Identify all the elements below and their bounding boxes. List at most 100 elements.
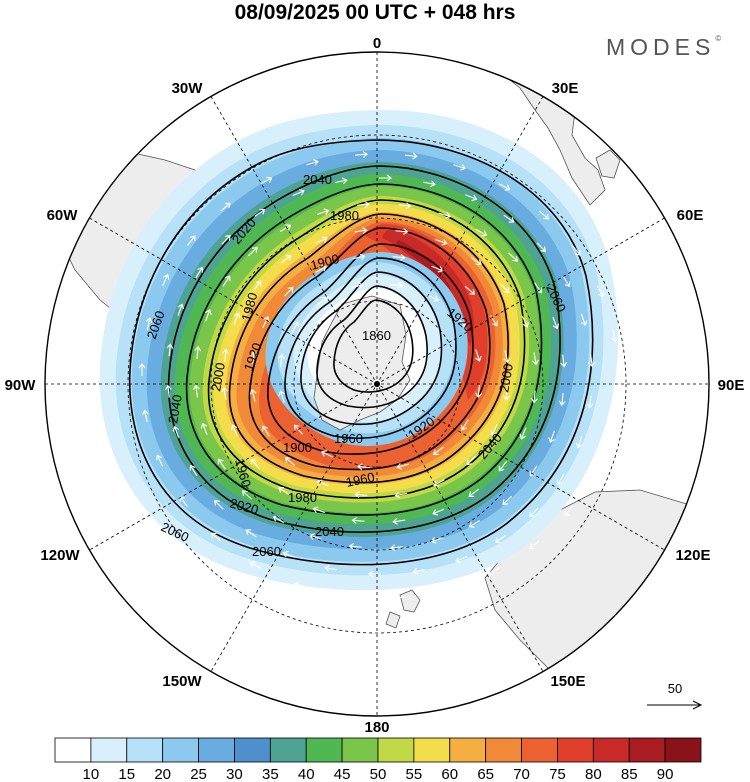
wind-arrow: [475, 385, 483, 399]
wind-arrow: [390, 544, 403, 552]
colorbar-swatch: [413, 737, 451, 763]
wind-arrow: [464, 286, 476, 295]
wind-arrow: [532, 352, 539, 366]
wind-arrow: [475, 349, 482, 362]
contour-1980: [228, 213, 510, 484]
colorbar-swatch: [234, 737, 271, 763]
wind-arrow: [552, 317, 560, 330]
colorbar-swatch: [664, 737, 702, 763]
wind-arrow: [460, 419, 469, 431]
colorbar-tick-label: 20: [154, 766, 171, 782]
wind-arrow: [245, 529, 257, 538]
wind-arrow: [222, 275, 231, 287]
colorbar-tick-label: 50: [370, 766, 387, 782]
wind-arrow: [306, 159, 319, 166]
wind-arrow: [179, 496, 188, 507]
wind-arrow: [503, 387, 510, 401]
wind-arrow: [350, 282, 364, 290]
wind-arrow: [177, 303, 185, 316]
colorbar-swatch: [90, 737, 128, 763]
wind-arrow: [241, 490, 252, 500]
wind-arrow: [316, 208, 330, 215]
wind-arrow: [254, 208, 266, 217]
lon-label-90e: 90E: [718, 377, 745, 394]
contour-1960: [248, 227, 491, 471]
colorbar-swatch: [198, 737, 235, 763]
colorbar-swatch: [162, 737, 199, 763]
south-pole-dot: [374, 381, 380, 387]
wind-arrow: [348, 542, 362, 550]
wind-arrow: [564, 506, 573, 517]
contour-label: 2000: [496, 362, 516, 393]
colorbar-swatch: [377, 737, 415, 763]
colorbar-swatch: [628, 737, 666, 763]
lon-label-60w: 60W: [47, 207, 79, 224]
wind-arrow: [292, 189, 305, 197]
wind-arrow: [294, 581, 307, 589]
wind-reference-arrowhead: [692, 700, 703, 710]
lon-label-120e: 120E: [675, 547, 710, 564]
wind-arrow: [538, 210, 550, 220]
wind-arrow: [145, 317, 153, 330]
lon-label-90w: 90W: [5, 377, 37, 394]
contour-label: 2040: [315, 524, 344, 539]
wind-arrow: [250, 458, 260, 469]
brand-logo: MODES©: [606, 34, 721, 61]
contour-label: 2040: [165, 393, 185, 424]
wind-arrow: [487, 567, 500, 576]
wind-arrow: [262, 316, 270, 328]
lon-label-0: 0: [373, 35, 381, 52]
wind-arrow: [357, 463, 371, 471]
wind-arrow: [351, 517, 365, 524]
colorbar-tick-label: 30: [226, 766, 243, 782]
map-title: 08/09/2025 00 UTC + 048 hrs: [234, 1, 516, 24]
lon-label-120w: 120W: [40, 547, 80, 564]
wind-arrow: [536, 242, 546, 253]
wind-arrow: [611, 329, 619, 343]
colorbar-tick-label: 15: [118, 766, 135, 782]
contour-2040: [167, 165, 561, 533]
wind-arrow: [395, 228, 409, 235]
wind-arrow: [334, 177, 348, 185]
wind-arrow: [548, 430, 555, 443]
wind-arrow: [187, 235, 196, 246]
colorbar-swatch: [521, 737, 558, 763]
wind-arrow: [378, 174, 392, 182]
wind-arrow: [195, 266, 204, 279]
contour-label: 1960: [334, 431, 363, 446]
colorbar-tick-label: 90: [657, 766, 674, 782]
wind-arrow: [222, 348, 230, 362]
wind-arrow: [194, 345, 202, 359]
wind-arrow: [432, 508, 445, 516]
wind-arrow: [279, 224, 292, 232]
wind-arrow: [282, 550, 295, 558]
wind-arrow: [475, 228, 488, 237]
wind-arrow: [558, 393, 566, 407]
land-madagascar: [595, 149, 621, 179]
wind-arrow: [500, 283, 510, 294]
wind-arrow: [596, 285, 605, 298]
wind-arrow: [503, 214, 515, 223]
wind-arrow: [560, 354, 568, 368]
wind-arrow: [249, 561, 262, 569]
wind-arrow: [260, 176, 273, 185]
wind-arrow: [278, 487, 290, 495]
wind-arrow: [438, 212, 451, 219]
colorbar-tick-label: 10: [83, 766, 100, 782]
wind-arrow: [315, 265, 327, 273]
contour-label: 1960: [345, 469, 376, 490]
wind-arrow: [324, 564, 338, 572]
wind-arrow: [172, 425, 180, 439]
wind-arrow: [521, 315, 529, 328]
wind-arrow: [580, 313, 588, 327]
wind-arrow: [412, 567, 426, 575]
wind-arrow: [291, 321, 300, 333]
wind-arrow: [430, 537, 444, 544]
contour-1900: [300, 271, 443, 425]
colorbar-swatch: [592, 737, 630, 763]
wind-arrow: [189, 464, 198, 477]
wind-arrow: [433, 479, 445, 487]
colorbar-swatch: [126, 737, 164, 763]
land-new-zealand: [385, 589, 421, 629]
